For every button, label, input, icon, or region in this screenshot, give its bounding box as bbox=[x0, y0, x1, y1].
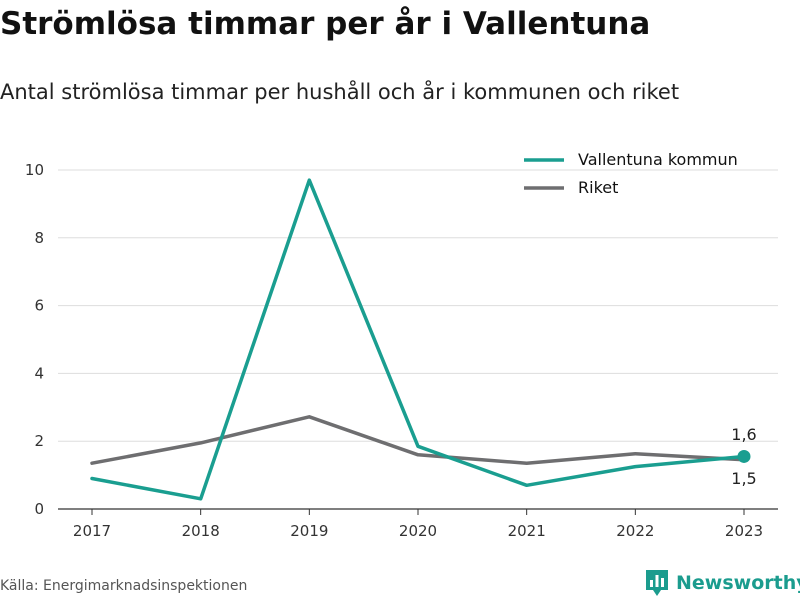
end-value-label-lower: 1,5 bbox=[731, 469, 756, 488]
x-tick-label: 2018 bbox=[182, 522, 220, 540]
series-lines bbox=[90, 178, 751, 501]
bar-chart-logo-icon bbox=[646, 570, 668, 596]
brand-logo: Newsworthy bbox=[644, 568, 800, 598]
x-tick-label: 2017 bbox=[73, 522, 111, 540]
chart-title: Strömlösa timmar per år i Vallentuna bbox=[0, 6, 651, 42]
x-axis-ticks: 2017 2018 2019 2020 2021 2022 2023 bbox=[73, 509, 763, 540]
y-tick-label: 0 bbox=[34, 500, 44, 518]
x-tick-label: 2021 bbox=[508, 522, 546, 540]
legend-label: Vallentuna kommun bbox=[578, 150, 738, 169]
grid-lines bbox=[58, 169, 778, 510]
legend-label: Riket bbox=[578, 178, 618, 197]
chart-subtitle: Antal strömlösa timmar per hushåll och å… bbox=[0, 80, 680, 104]
x-tick-label: 2020 bbox=[399, 522, 437, 540]
x-tick-label: 2022 bbox=[616, 522, 654, 540]
y-tick-label: 10 bbox=[25, 161, 44, 179]
end-labels: 1,6 1,5 bbox=[731, 425, 756, 488]
x-tick-label: 2023 bbox=[725, 522, 763, 540]
y-axis-ticks: 0 2 4 6 8 10 bbox=[25, 161, 44, 518]
source-note: Källa: Energimarknadsinspektionen bbox=[0, 578, 248, 594]
series-line-riket bbox=[90, 415, 746, 465]
brand-name: Newsworthy bbox=[676, 572, 800, 594]
y-tick-label: 4 bbox=[34, 364, 44, 382]
end-point-marker bbox=[737, 449, 751, 463]
y-tick-label: 6 bbox=[34, 297, 44, 315]
y-tick-label: 8 bbox=[34, 229, 44, 247]
end-value-label-upper: 1,6 bbox=[731, 425, 756, 444]
series-line-vallentuna bbox=[90, 178, 746, 501]
x-tick-label: 2019 bbox=[290, 522, 328, 540]
legend: Vallentuna kommun Riket bbox=[524, 150, 738, 197]
y-tick-label: 2 bbox=[34, 432, 44, 450]
